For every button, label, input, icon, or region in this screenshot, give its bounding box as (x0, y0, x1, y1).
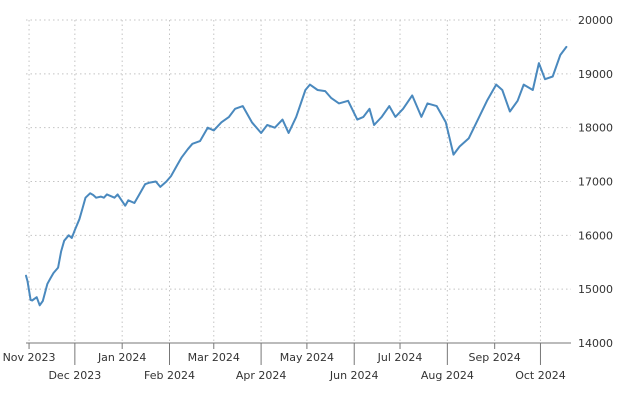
series-line (25, 45, 568, 307)
y-tick-label: 19000 (578, 68, 613, 81)
x-tick-label: Nov 2023 (3, 351, 56, 364)
x-tick-label: Jan 2024 (97, 351, 146, 364)
x-tick-label: Dec 2023 (48, 369, 101, 382)
axes (26, 342, 571, 365)
x-tick-label: Aug 2024 (421, 369, 474, 382)
tick-labels: 14000 15000 16000 17000 18000 19000 20000 Nov 2… (3, 14, 613, 382)
y-tick-label: 16000 (578, 229, 613, 242)
y-tick-label: 17000 (578, 176, 613, 189)
series-layer (25, 45, 568, 307)
x-tick-label: Feb 2024 (144, 369, 195, 382)
y-tick-label: 15000 (578, 283, 613, 296)
x-tick-label: Jun 2024 (329, 369, 379, 382)
y-tick-label: 20000 (578, 14, 613, 27)
y-tick-label: 18000 (578, 122, 613, 135)
x-tick-label: Mar 2024 (188, 351, 240, 364)
y-tick-label: 14000 (578, 337, 613, 350)
x-tick-label: Sep 2024 (469, 351, 521, 364)
x-tick-label: Apr 2024 (236, 369, 287, 382)
x-tick-label: Oct 2024 (515, 369, 566, 382)
x-tick-label: Jul 2024 (377, 351, 423, 364)
x-tick-label: May 2024 (280, 351, 334, 364)
grid-lines (26, 19, 571, 344)
